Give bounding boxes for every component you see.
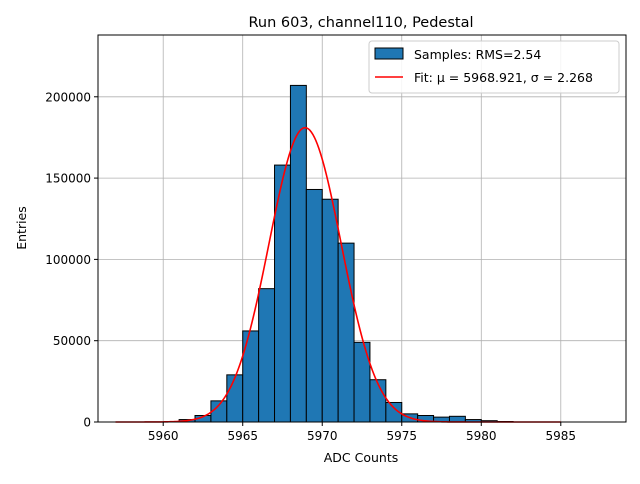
- y-tick-label: 200000: [45, 90, 91, 104]
- x-tick-label: 5985: [546, 429, 577, 443]
- legend-histogram-label: Samples: RMS=2.54: [414, 47, 541, 62]
- legend-histogram-swatch: [375, 48, 403, 59]
- y-tick-label: 100000: [45, 253, 91, 267]
- histogram-bar: [227, 375, 243, 422]
- histogram-bar: [243, 331, 259, 422]
- y-tick-label: 150000: [45, 172, 91, 186]
- y-tick-label: 50000: [53, 334, 91, 348]
- x-axis-label: ADC Counts: [324, 450, 399, 465]
- chart-title: Run 603, channel110, Pedestal: [248, 15, 473, 31]
- legend-fit-label: Fit: μ = 5968.921, σ = 2.268: [414, 70, 593, 85]
- y-tick-label: 0: [83, 416, 91, 430]
- histogram-bar: [370, 380, 386, 422]
- y-axis-label: Entries: [14, 206, 29, 250]
- histogram-bar: [290, 85, 306, 422]
- histogram-bar: [306, 189, 322, 422]
- histogram-bar: [259, 289, 275, 422]
- x-tick-label: 5965: [227, 429, 258, 443]
- x-tick-label: 5960: [148, 429, 179, 443]
- x-tick-label: 5970: [307, 429, 338, 443]
- x-tick-label: 5975: [386, 429, 417, 443]
- legend: Samples: RMS=2.54 Fit: μ = 5968.921, σ =…: [369, 41, 619, 93]
- x-tick-label: 5980: [466, 429, 497, 443]
- histogram-bar: [322, 199, 338, 422]
